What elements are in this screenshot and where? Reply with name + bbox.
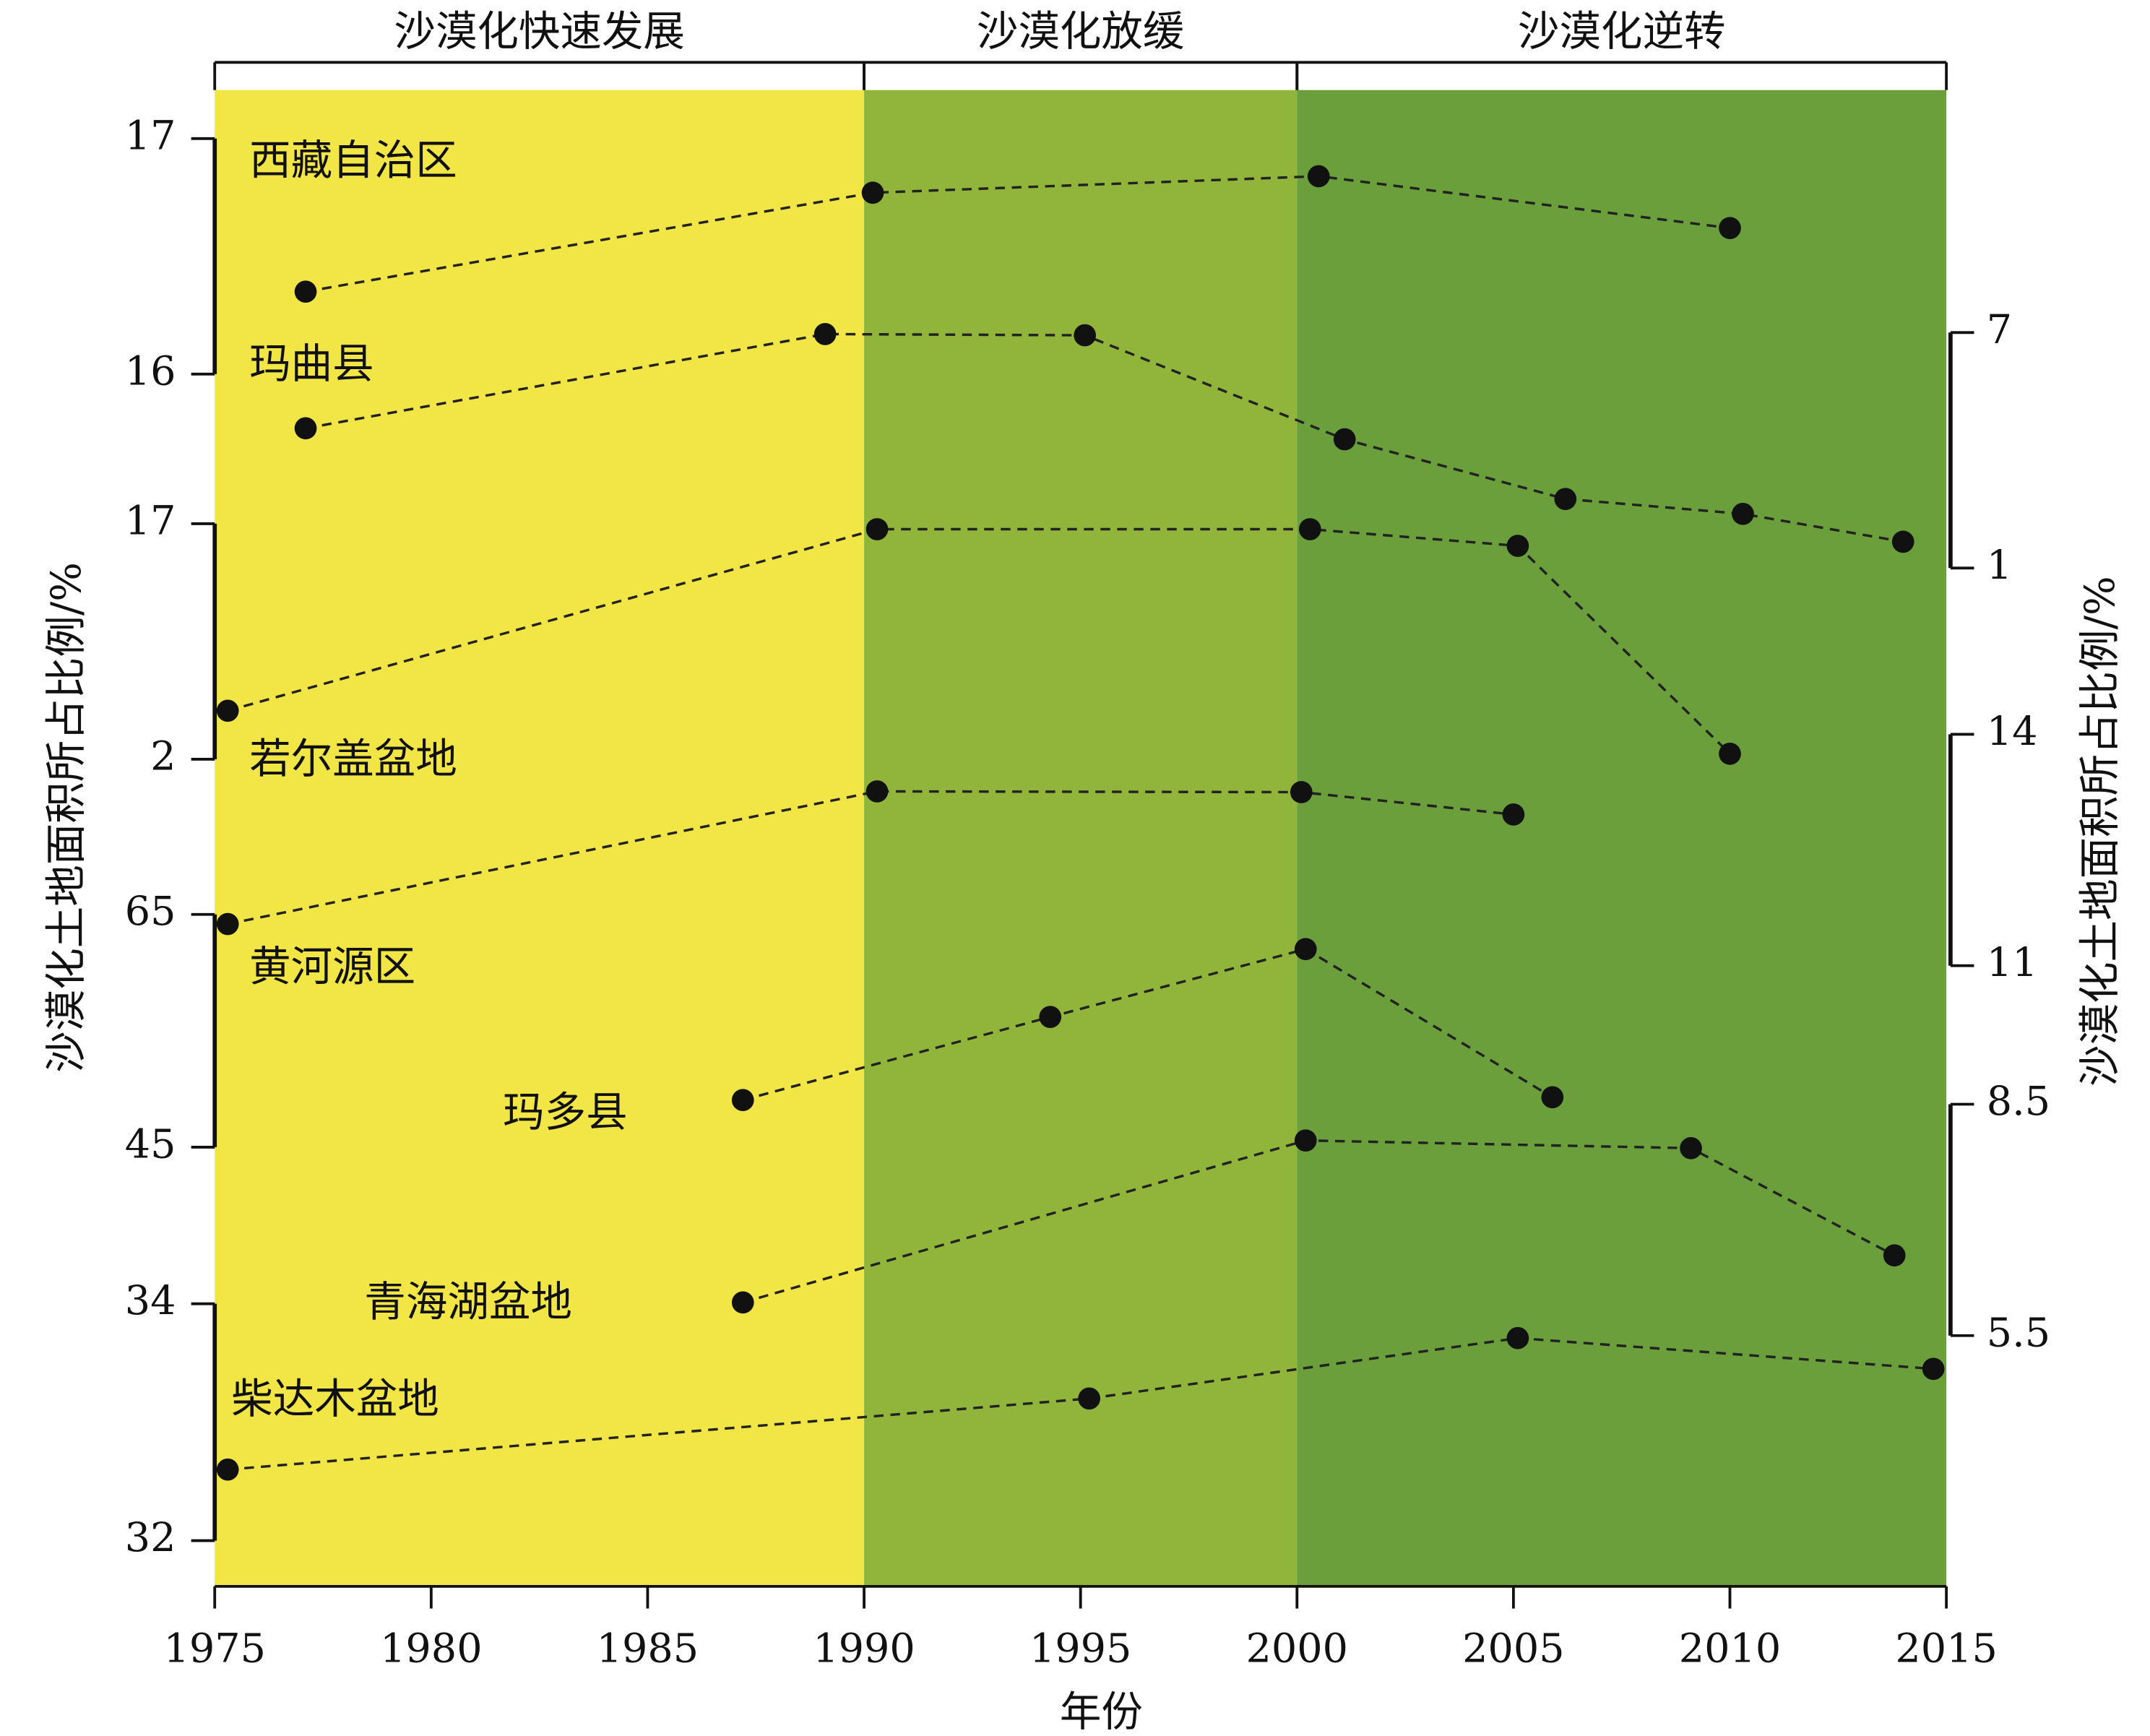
phase-label: 沙漠化逆转 <box>1518 7 1726 56</box>
series-line <box>305 175 1730 293</box>
series-label: 柴达木盆地 <box>231 1375 439 1423</box>
phase-band <box>215 90 865 1586</box>
data-point <box>1039 1006 1062 1029</box>
y-tick-label: 45 <box>125 1120 176 1167</box>
data-point <box>216 699 239 722</box>
y2-tick-label: 14 <box>1987 708 2038 755</box>
data-point <box>1294 1129 1317 1152</box>
data-point <box>861 181 884 204</box>
y-tick-label: 2 <box>150 733 176 780</box>
x-tick-label: 2000 <box>1246 1625 1349 1672</box>
data-point <box>813 323 837 345</box>
y2-tick-label: 5.5 <box>1987 1309 2050 1356</box>
data-point <box>1541 1086 1564 1109</box>
data-point <box>1719 217 1741 240</box>
x-tick-label: 1990 <box>813 1625 915 1672</box>
series-label: 若尔盖盆地 <box>249 735 457 783</box>
y-tick-label: 17 <box>125 497 176 544</box>
data-point <box>294 417 317 440</box>
data-point <box>1922 1357 1945 1381</box>
data-point <box>1506 1326 1529 1349</box>
x-tick-label: 1995 <box>1029 1625 1132 1672</box>
series-label: 西藏自治区 <box>249 136 457 184</box>
data-point <box>1294 938 1317 961</box>
data-point <box>1074 324 1097 347</box>
data-point <box>1078 1387 1100 1410</box>
x-tick-label: 1975 <box>163 1625 266 1672</box>
phase-band <box>1297 90 1947 1586</box>
data-point <box>1554 488 1577 511</box>
data-point <box>1883 1244 1906 1267</box>
series-line <box>228 1336 1934 1471</box>
x-tick-label: 2005 <box>1462 1625 1565 1672</box>
data-point <box>1891 530 1914 553</box>
series-label: 玛多县 <box>503 1088 628 1136</box>
data-point <box>865 518 889 540</box>
data-point <box>865 780 889 803</box>
data-point <box>1290 781 1313 803</box>
x-tick-label: 2015 <box>1895 1625 1998 1672</box>
data-point <box>294 280 317 303</box>
y-axis-label: 沙漠化土地面积所占比例/% <box>42 562 90 1073</box>
y-tick-label: 65 <box>125 888 176 935</box>
data-point <box>1502 803 1525 826</box>
series-label: 玛曲县 <box>249 340 374 388</box>
data-point <box>731 1291 754 1314</box>
x-tick-label: 1980 <box>380 1625 483 1672</box>
data-point <box>216 1458 239 1481</box>
y-tick-label: 16 <box>125 347 176 394</box>
series-label: 青海湖盆地 <box>364 1278 572 1326</box>
series-line <box>227 527 1731 755</box>
data-point <box>1719 743 1741 765</box>
data-point <box>1307 165 1330 188</box>
x-axis-label: 年份 <box>1060 1688 1143 1736</box>
phase-band <box>864 90 1298 1586</box>
x-tick-label: 1985 <box>597 1625 699 1672</box>
y-tick-label: 32 <box>125 1514 176 1561</box>
phase-label: 沙漠化放缓 <box>977 7 1185 56</box>
series-label: 黄河源区 <box>249 942 415 990</box>
y2-axis-label: 沙漠化土地面积所占比例/% <box>2076 576 2124 1087</box>
data-point <box>1333 428 1356 451</box>
y2-tick-label: 11 <box>1987 939 2038 986</box>
y2-tick-label: 1 <box>1987 542 2012 589</box>
y-tick-label: 17 <box>125 112 176 159</box>
data-point <box>216 912 239 936</box>
series-line <box>742 1139 1896 1304</box>
data-point <box>1298 518 1321 540</box>
data-point <box>1732 502 1754 525</box>
data-point <box>1506 535 1529 557</box>
y2-tick-label: 7 <box>1987 306 2012 353</box>
y-tick-label: 34 <box>125 1277 176 1324</box>
series-line <box>742 947 1553 1102</box>
y2-tick-label: 8.5 <box>1987 1078 2050 1125</box>
data-point <box>1680 1136 1702 1160</box>
data-point <box>731 1089 754 1112</box>
phase-label: 沙漠化快速发展 <box>394 7 685 56</box>
x-tick-label: 2010 <box>1679 1625 1782 1672</box>
